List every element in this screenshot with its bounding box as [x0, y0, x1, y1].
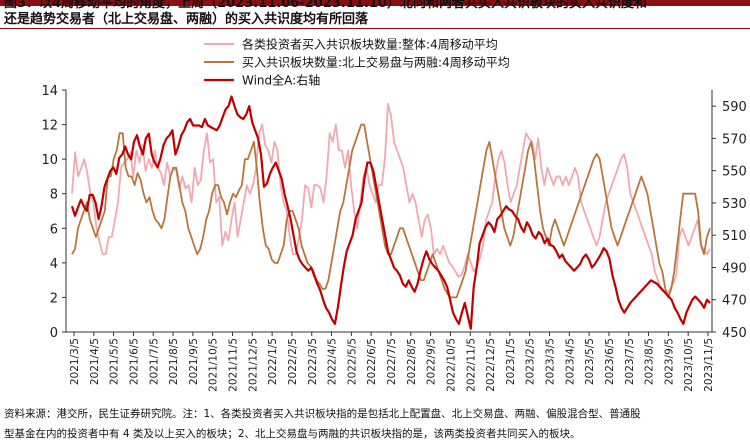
right-tick-label: 550 — [722, 165, 747, 180]
left-tick-label: 8 — [50, 188, 58, 203]
x-tick-label: 2021/8/5 — [168, 338, 180, 385]
x-tick-label: 2023/10/5 — [683, 338, 695, 392]
right-tick-label: 450 — [722, 326, 747, 341]
x-tick-label: 2023/4/5 — [564, 338, 576, 385]
x-tick-label: 2022/11/5 — [465, 338, 477, 392]
title-divider — [0, 28, 750, 29]
x-tick-label: 2022/9/5 — [426, 338, 438, 385]
x-tick-label: 2022/3/5 — [307, 338, 319, 385]
x-tick-label: 2022/8/5 — [406, 338, 418, 385]
left-tick-label: 14 — [41, 84, 58, 99]
x-tick-label: 2023/7/5 — [624, 338, 636, 385]
right-tick-label: 590 — [722, 100, 747, 115]
x-tick-label: 2022/5/5 — [346, 338, 358, 385]
right-tick-label: 490 — [722, 261, 747, 276]
left-tick-label: 2 — [50, 291, 58, 306]
x-tick-label: 2021/5/5 — [109, 338, 121, 385]
x-tick-label: 2021/11/5 — [228, 338, 240, 392]
left-tick-label: 0 — [50, 326, 58, 341]
footnote-line-2: 型基金在内的投资者中有 4 类及以上买入的板块；2、北上交易盘与两融的共识板块指… — [4, 428, 581, 440]
legend-label-1: 各类投资者买入共识板块数量:整体:4周移动平均 — [242, 37, 498, 52]
x-tick-label: 2021/4/5 — [89, 338, 101, 385]
left-tick-label: 4 — [50, 257, 58, 272]
x-tick-label: 2023/5/5 — [584, 338, 596, 385]
x-tick-label: 2023/9/5 — [663, 338, 675, 385]
legend-label-2: 买入共识板块数量:北上交易盘与两融:4周移动平均 — [242, 55, 510, 70]
x-tick-label: 2023/1/5 — [505, 338, 517, 385]
x-tick-label: 2023/2/5 — [525, 338, 537, 385]
right-tick-label: 570 — [722, 132, 747, 147]
left-tick-label: 6 — [50, 222, 58, 237]
x-tick-label: 2021/7/5 — [148, 338, 160, 385]
x-tick-label: 2021/9/5 — [188, 338, 200, 385]
x-tick-label: 2023/8/5 — [644, 338, 656, 385]
x-tick-label: 2021/6/5 — [128, 338, 140, 385]
header-accent-bar — [0, 0, 750, 6]
x-tick-label: 2021/10/5 — [208, 338, 220, 392]
footnote-line-1: 资料来源：港交所，民生证券研究院。注：1、各类投资者买入共识板块指的是包括北上配… — [4, 408, 641, 420]
x-tick-label: 2022/4/5 — [327, 338, 339, 385]
x-tick-label: 2022/12/5 — [485, 338, 497, 392]
left-tick-label: 12 — [41, 119, 58, 134]
chart-title-line-1: 图3：以4周移动平均的角度，上周（2023.11.06-2023.11.10）北… — [4, 0, 647, 11]
x-tick-label: 2021/3/5 — [69, 338, 81, 385]
x-tick-label: 2021/12/5 — [247, 338, 259, 392]
x-tick-label: 2023/3/5 — [545, 338, 557, 385]
x-tick-label: 2022/7/5 — [386, 338, 398, 385]
legend-label-3: Wind全A:右轴 — [242, 73, 320, 88]
left-tick-label: 10 — [41, 153, 58, 168]
right-tick-label: 510 — [722, 229, 747, 244]
x-tick-label: 2022/1/5 — [267, 338, 279, 385]
right-tick-label: 470 — [722, 294, 747, 309]
series-line-3 — [70, 95, 711, 330]
right-tick-label: 530 — [722, 197, 747, 212]
x-tick-label: 2022/10/5 — [445, 338, 457, 392]
x-tick-label: 2022/2/5 — [287, 338, 299, 385]
x-tick-label: 2023/6/5 — [604, 338, 616, 385]
series-line-2 — [71, 123, 711, 299]
chart-area: 0 2 4 6 8 10 12 14 450 470 490 510 530 550 570 590 2021/… — [41, 37, 747, 392]
chart-title-line-2: 还是趋势交易者（北上交易盘、两融）的买入共识度均有所回落 — [4, 12, 369, 27]
x-tick-label: 2022/6/5 — [366, 338, 378, 385]
x-tick-label: 2023/11/5 — [703, 338, 715, 392]
